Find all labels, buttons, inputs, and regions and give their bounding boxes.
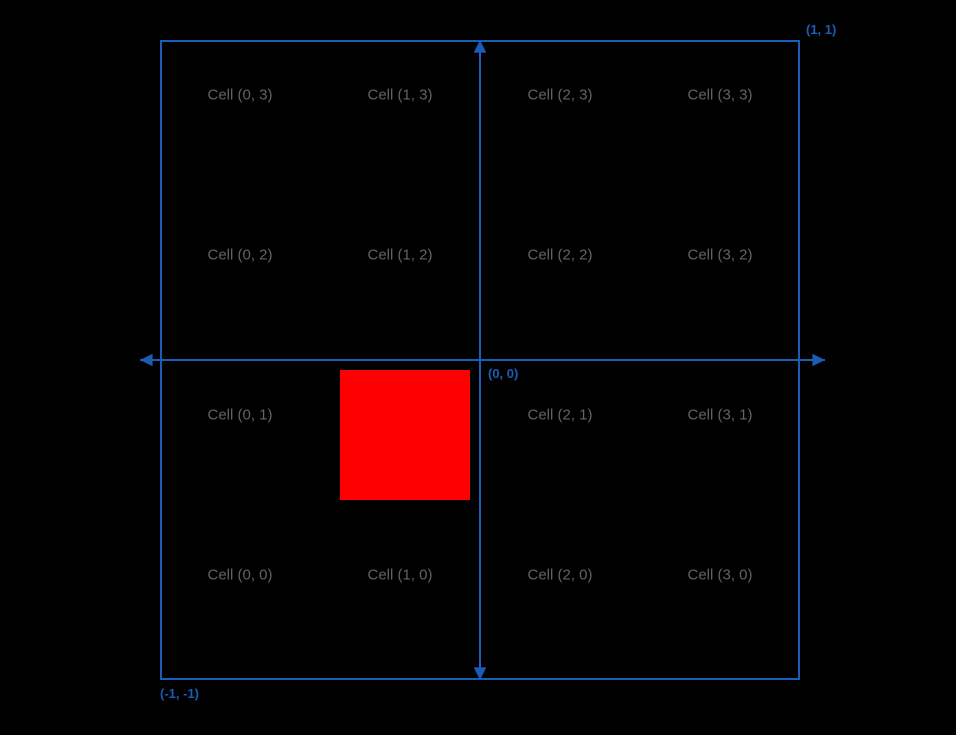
cell-label: Cell (3, 0) bbox=[687, 567, 752, 584]
cell-label: Cell (2, 1) bbox=[527, 407, 592, 424]
axes-start-arrows bbox=[0, 0, 956, 735]
cell-label: Cell (2, 0) bbox=[527, 567, 592, 584]
diagram-canvas: (1, 1) (-1, -1) (0, 0) Cell (0, 3) Cell (… bbox=[0, 0, 956, 735]
cell-label: Cell (0, 2) bbox=[207, 247, 272, 264]
cell-label: Cell (1, 2) bbox=[367, 247, 432, 264]
cell-label: Cell (0, 0) bbox=[207, 567, 272, 584]
cell-label: Cell (2, 2) bbox=[527, 247, 592, 264]
cell-label: Cell (1, 0) bbox=[367, 567, 432, 584]
origin-label: (0, 0) bbox=[488, 366, 518, 381]
cell-label: Cell (3, 3) bbox=[687, 87, 752, 104]
corner-bottom-left-label: (-1, -1) bbox=[160, 686, 199, 701]
cell-label: Cell (0, 1) bbox=[207, 407, 272, 424]
cell-label: Cell (3, 1) bbox=[687, 407, 752, 424]
cell-label: Cell (3, 2) bbox=[687, 247, 752, 264]
corner-top-right-label: (1, 1) bbox=[806, 22, 836, 37]
cell-label: Cell (0, 3) bbox=[207, 87, 272, 104]
cell-label: Cell (2, 3) bbox=[527, 87, 592, 104]
red-square bbox=[340, 370, 470, 500]
cell-label: Cell (1, 3) bbox=[367, 87, 432, 104]
